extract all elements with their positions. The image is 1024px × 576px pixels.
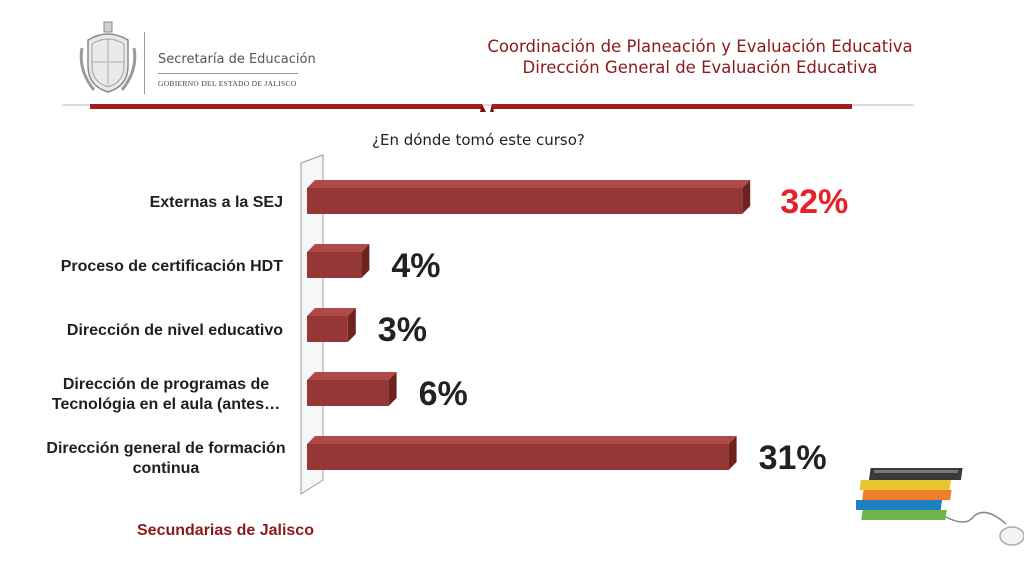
data-label: 4% <box>391 247 440 285</box>
chart-title: ¿En dónde tomó este curso? <box>372 131 585 149</box>
header-title-line1: Coordinación de Planeación y Evaluación … <box>487 37 913 56</box>
category-label: Tecnológia en el aula (antes… <box>52 396 280 413</box>
data-label: 3% <box>378 311 427 349</box>
bar <box>307 252 362 278</box>
bar-top <box>307 244 370 252</box>
bar-top <box>307 372 397 380</box>
bar-side <box>742 180 751 214</box>
logo-subtitle: GOBIERNO DEL ESTADO DE JALISCO <box>158 79 297 88</box>
bar <box>307 444 729 470</box>
bar-side <box>388 372 397 406</box>
bar-side <box>728 436 737 470</box>
data-label: 31% <box>759 439 827 477</box>
category-label: Dirección de programas de <box>63 376 269 393</box>
header-divider <box>62 104 914 112</box>
logo-divider <box>144 32 145 94</box>
bar-top <box>307 436 737 444</box>
books-and-mouse-icon <box>856 468 1024 546</box>
page-header: Coordinación de Planeación y Evaluación … <box>420 36 980 78</box>
footer-label: Secundarias de Jalisco <box>137 522 314 539</box>
bar <box>307 380 389 406</box>
header-title-line2: Dirección General de Evaluación Educativ… <box>522 58 878 77</box>
logo-rule <box>158 73 298 74</box>
category-label: Proceso de certificación HDT <box>61 258 284 275</box>
logo-name: Secretaría de Educación <box>158 52 316 67</box>
category-label: Dirección general de formación <box>46 440 285 457</box>
category-label: Externas a la SEJ <box>150 194 283 211</box>
category-label: Dirección de nivel educativo <box>67 322 283 339</box>
bar <box>307 188 743 214</box>
state-seal-icon <box>79 21 137 93</box>
bar-side <box>361 244 370 278</box>
data-label: 6% <box>419 375 468 413</box>
bar-top <box>307 180 751 188</box>
category-label: continua <box>133 460 200 477</box>
secretaria-logo: Secretaría de Educación GOBIERNO DEL EST… <box>78 18 316 98</box>
bar <box>307 316 348 342</box>
bar-top <box>307 308 356 316</box>
data-label: 32% <box>780 183 848 221</box>
bar-side <box>347 308 356 342</box>
